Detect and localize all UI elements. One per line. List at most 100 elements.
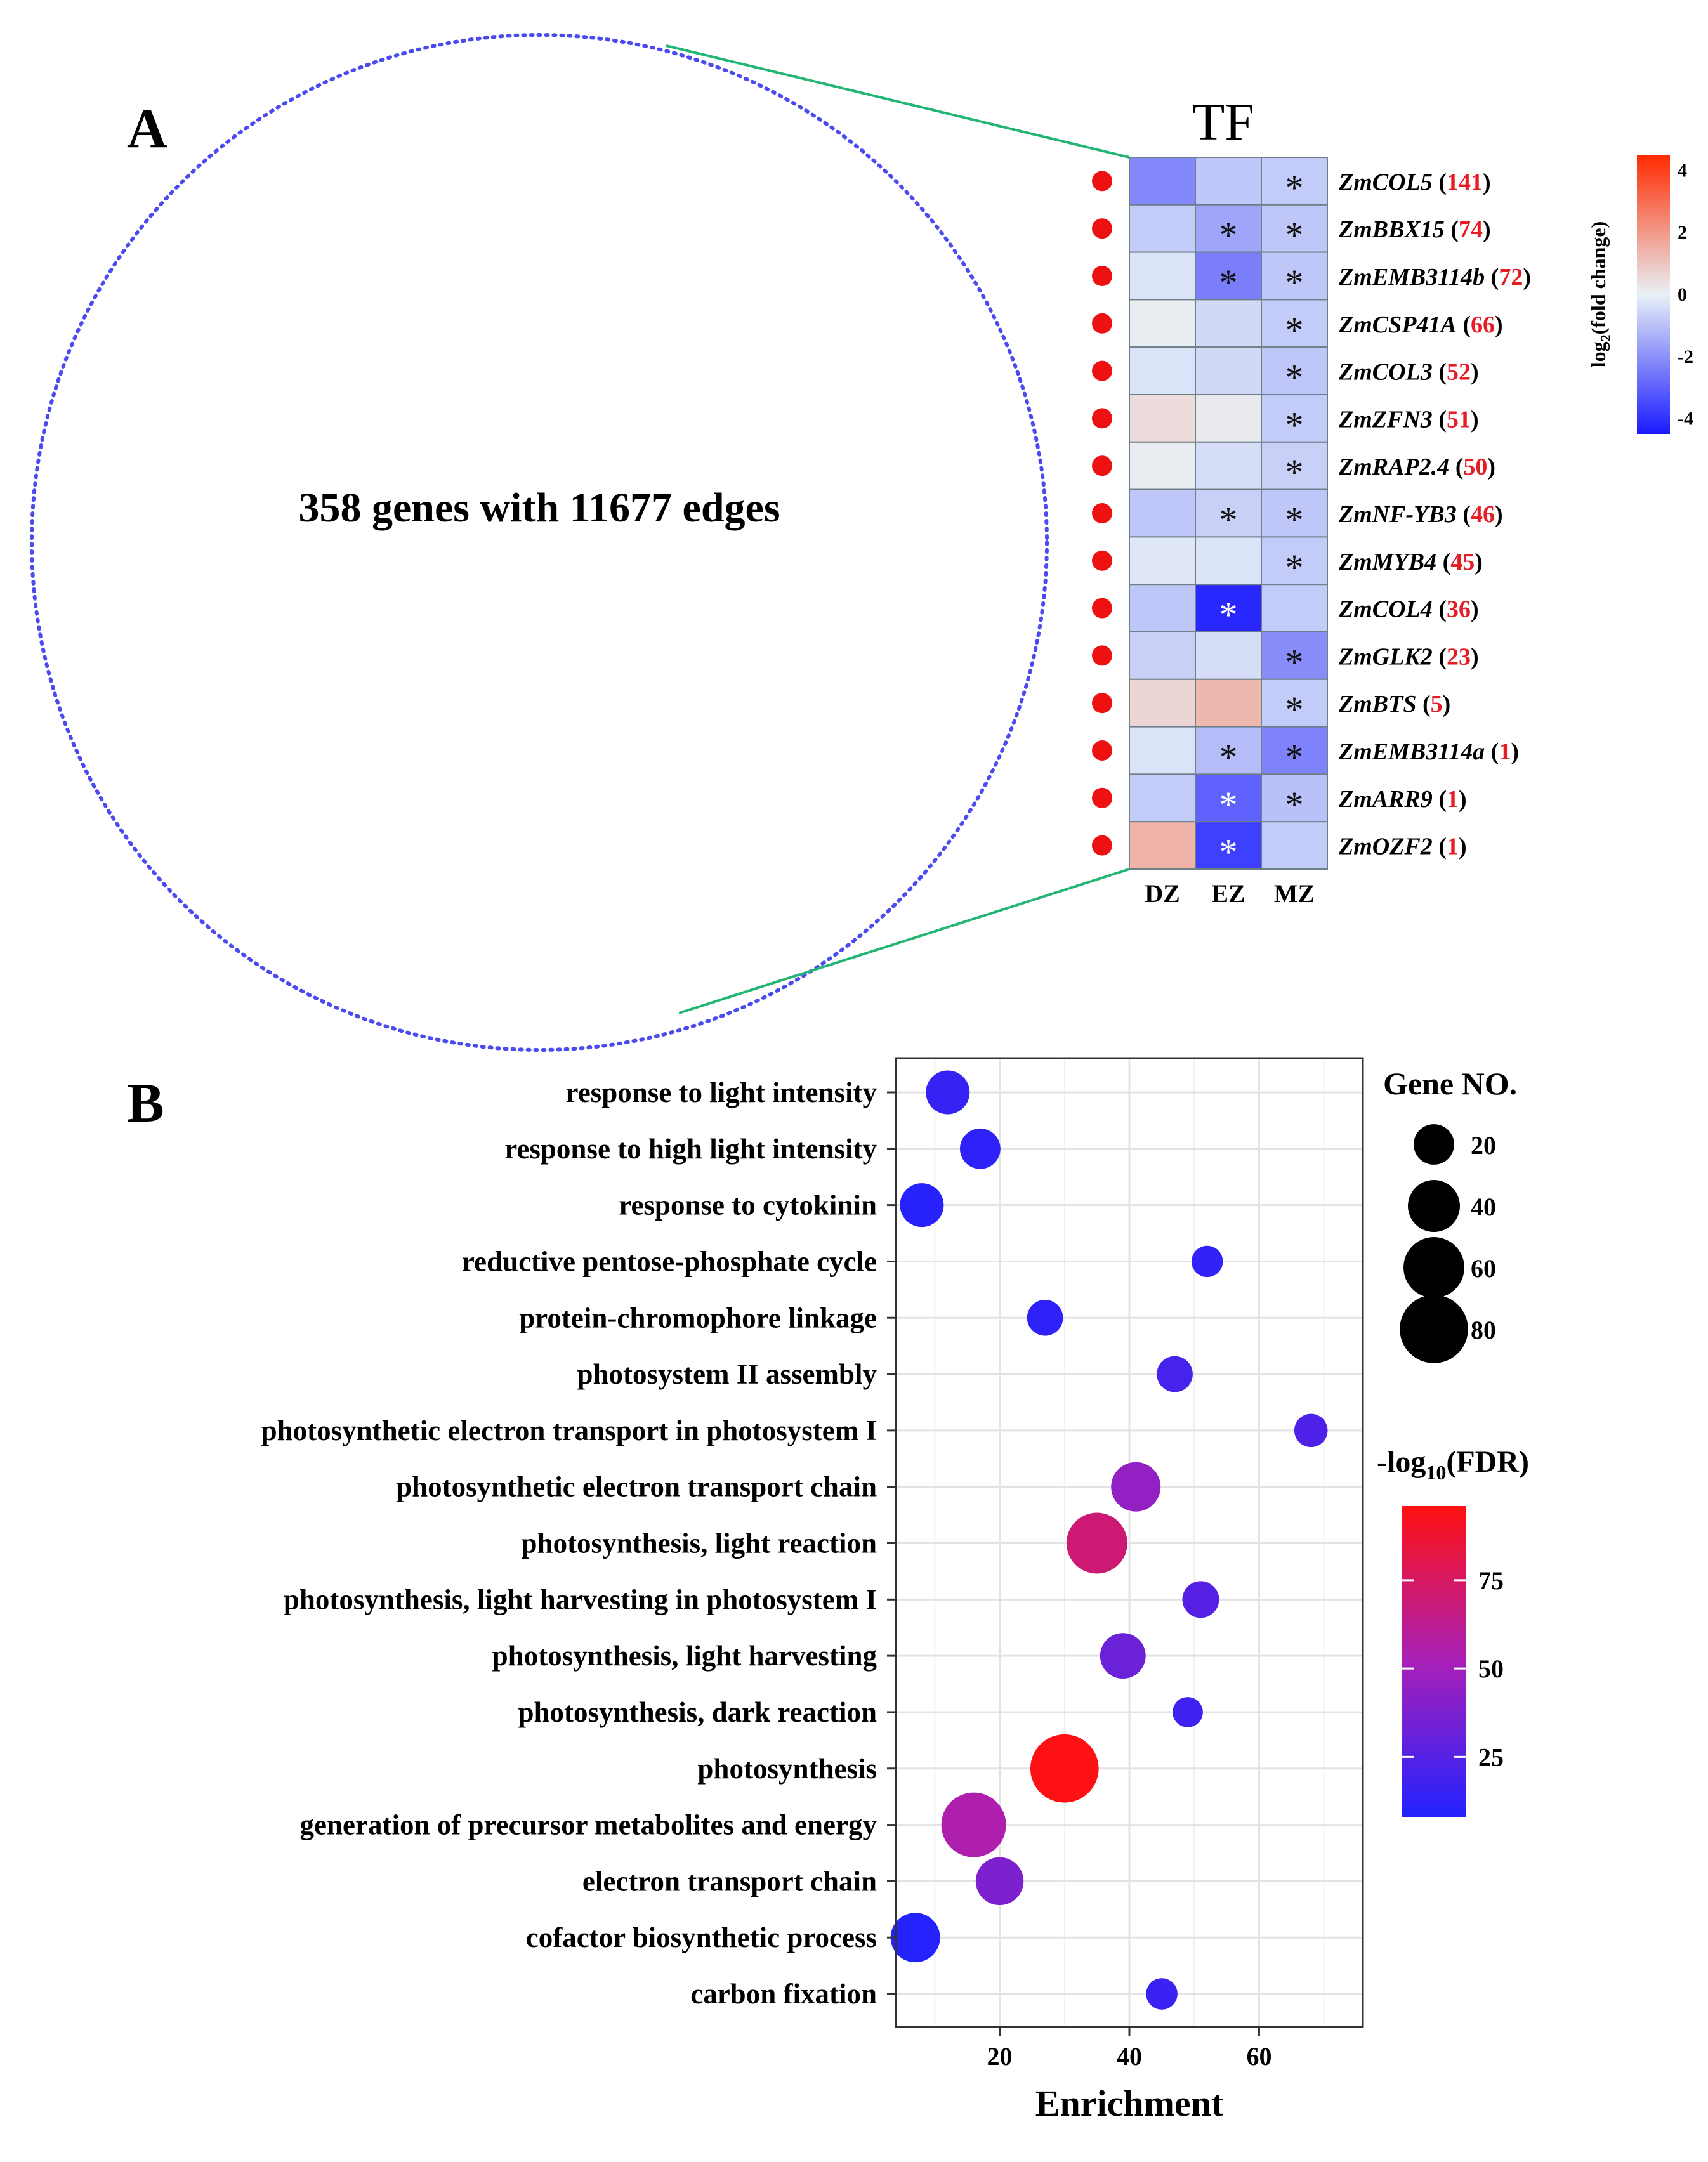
- gene-label: ZmOZF2 (1): [1338, 834, 1467, 860]
- heatmap-cell: [1195, 773, 1262, 823]
- size-legend-dot: [1408, 1180, 1460, 1232]
- gene-label: ZmCSP41A (66): [1338, 311, 1503, 338]
- heatmap-column-label: EZ: [1211, 879, 1245, 908]
- data-point: [1157, 1356, 1193, 1392]
- heatmap-cell: [1261, 536, 1328, 586]
- heatmap-cell: [1195, 394, 1262, 443]
- heatmap: * ZmCOL5 (141) * * ZmBBX15 (74) * * ZmEMB3114b …: [1092, 157, 1531, 908]
- y-tick-label: cofactor biosynthetic process: [526, 1922, 877, 1953]
- row-marker: [1092, 266, 1112, 286]
- y-tick-label: response to high light intensity: [504, 1133, 877, 1165]
- gene-label: ZmEMB3114b (72): [1338, 264, 1531, 291]
- significance-marker: *: [1285, 167, 1304, 208]
- heatmap-cell: [1261, 631, 1328, 680]
- heatmap-cell: [1195, 488, 1262, 538]
- colorbar-tick-label: 4: [1678, 160, 1687, 181]
- gene-label: ZmBTS (5): [1338, 691, 1450, 717]
- panel-a-label: A: [127, 98, 168, 160]
- significance-marker: *: [1285, 689, 1304, 730]
- row-marker: [1092, 503, 1112, 523]
- y-tick-label: carbon fixation: [690, 1978, 877, 2010]
- heatmap-cell: [1261, 299, 1328, 348]
- heatmap-cell: [1129, 488, 1196, 538]
- row-marker: [1092, 835, 1112, 856]
- gene-label: ZmCOL5 (141): [1338, 169, 1491, 195]
- heatmap-cell: [1129, 726, 1196, 775]
- data-point: [1100, 1633, 1146, 1679]
- data-point: [890, 1913, 940, 1963]
- heatmap-cell: [1129, 299, 1196, 348]
- heatmap-title: TF: [1192, 93, 1254, 152]
- heatmap-cell: [1261, 157, 1328, 206]
- significance-marker: *: [1285, 499, 1304, 540]
- panel-b-label: B: [127, 1073, 164, 1134]
- heatmap-cell: [1195, 536, 1262, 586]
- heatmap-cell: [1129, 631, 1196, 680]
- data-point: [1027, 1299, 1063, 1336]
- heatmap-cell: [1261, 821, 1328, 870]
- row-marker: [1092, 218, 1112, 239]
- row-marker: [1092, 171, 1112, 192]
- y-tick-label: photosynthetic electron transport in pho…: [261, 1415, 877, 1446]
- y-tick-label: response to cytokinin: [619, 1189, 877, 1221]
- data-point: [926, 1070, 970, 1115]
- row-marker: [1092, 787, 1112, 808]
- heatmap-cell: [1195, 631, 1262, 680]
- y-tick-label: reductive pentose-phosphate cycle: [462, 1245, 877, 1277]
- significance-marker: *: [1285, 452, 1304, 493]
- size-legend-label: 80: [1471, 1316, 1496, 1344]
- significance-marker: *: [1219, 737, 1238, 778]
- y-tick-label: photosynthesis, light harvesting in phot…: [284, 1583, 877, 1615]
- significance-marker: *: [1219, 214, 1238, 256]
- data-point: [1173, 1697, 1203, 1727]
- heatmap-cell: [1129, 584, 1196, 633]
- x-tick-label: 40: [1117, 2042, 1142, 2071]
- heatmap-column-label: DZ: [1145, 879, 1180, 908]
- data-point: [941, 1792, 1006, 1857]
- significance-marker: *: [1285, 214, 1304, 256]
- y-tick-label: protein-chromophore linkage: [519, 1302, 877, 1333]
- network-node-ring: [30, 33, 1049, 1052]
- data-point: [1111, 1462, 1161, 1512]
- heatmap-cell: [1195, 346, 1262, 396]
- data-point: [1294, 1413, 1328, 1448]
- y-tick-label: response to light intensity: [566, 1077, 877, 1108]
- colorbar-tick-label: 2: [1678, 222, 1687, 243]
- size-legend-label: 20: [1471, 1131, 1496, 1160]
- x-tick-label: 20: [987, 2042, 1013, 2071]
- heatmap-cell: [1195, 821, 1262, 870]
- size-legend-dot: [1400, 1295, 1468, 1363]
- gene-label: ZmNF-YB3 (46): [1338, 501, 1503, 528]
- significance-marker: *: [1219, 262, 1238, 303]
- size-legend-dot: [1414, 1124, 1454, 1165]
- gene-label: ZmMYB4 (45): [1338, 549, 1483, 575]
- y-tick-label: photosynthesis: [697, 1753, 877, 1785]
- gene-label: ZmRAP2.4 (50): [1338, 454, 1495, 480]
- heatmap-cell: [1129, 441, 1196, 490]
- row-marker: [1092, 693, 1112, 714]
- foldchange-colorbar-title: log2(fold change): [1587, 221, 1613, 368]
- fdr-legend-title: -log10(FDR): [1377, 1445, 1529, 1484]
- row-marker: [1092, 598, 1112, 619]
- data-point: [975, 1857, 1024, 1906]
- heatmap-cell: [1129, 536, 1196, 586]
- row-marker: [1092, 550, 1112, 571]
- data-point: [900, 1183, 944, 1228]
- fdr-tick-label: 75: [1478, 1566, 1504, 1595]
- significance-marker: *: [1285, 737, 1304, 778]
- significance-marker: *: [1219, 499, 1238, 540]
- y-tick-label: photosynthetic electron transport chain: [396, 1471, 877, 1503]
- x-axis-title: Enrichment: [1035, 2083, 1224, 2124]
- significance-marker: *: [1285, 784, 1304, 825]
- size-legend: Gene NO. 20 40 60 80: [1383, 1066, 1517, 1363]
- size-legend-label: 40: [1471, 1193, 1496, 1221]
- row-marker: [1092, 740, 1112, 761]
- colorbar-tick-label: -2: [1678, 346, 1693, 367]
- gene-label: ZmBBX15 (74): [1338, 216, 1491, 243]
- zoom-connector-top: [666, 44, 1130, 159]
- data-point: [1066, 1512, 1127, 1574]
- size-legend-label: 60: [1471, 1254, 1496, 1283]
- heatmap-cell: [1129, 394, 1196, 443]
- data-point: [1191, 1245, 1223, 1278]
